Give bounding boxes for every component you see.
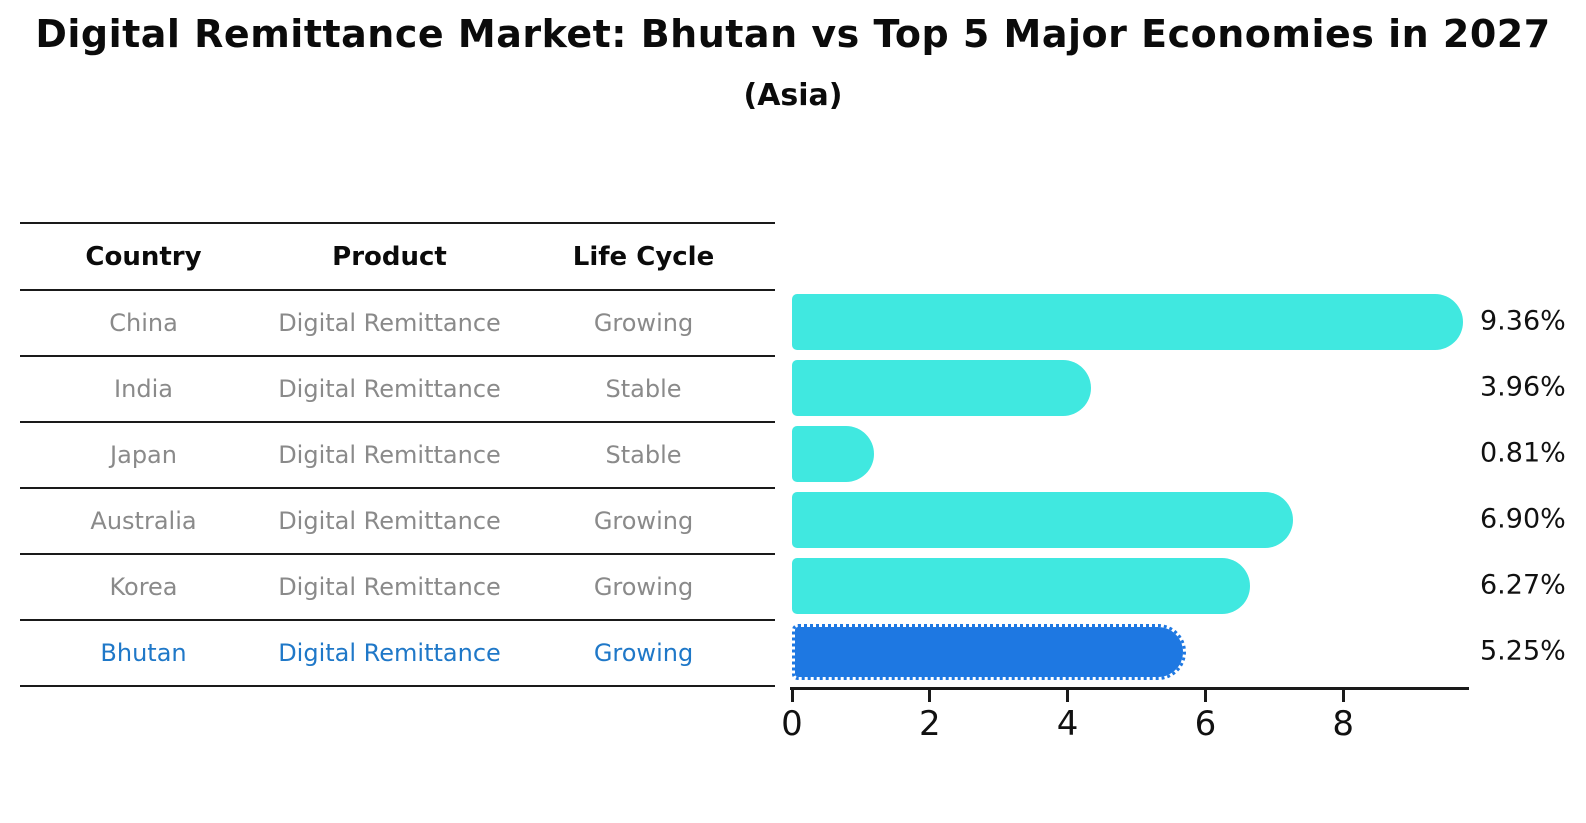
life-cycle-cell: Growing	[593, 507, 694, 535]
tick-mark	[1203, 687, 1207, 702]
bar-row-australia: 6.90%	[792, 492, 1586, 548]
country-cell: Bhutan	[100, 639, 187, 667]
life-cycle-cell: Growing	[593, 639, 694, 667]
country-cell: Korea	[109, 573, 178, 601]
tick-label: 2	[918, 704, 941, 744]
product-cell: Digital Remittance	[278, 441, 501, 469]
tick-mark	[1066, 687, 1070, 702]
country-cell: Australia	[90, 507, 197, 535]
chart-title: Digital Remittance Market: Bhutan vs Top…	[35, 12, 1551, 56]
value-label: 5.25%	[1480, 635, 1566, 667]
value-label: 3.96%	[1480, 371, 1566, 403]
x-axis-line	[790, 687, 1469, 690]
table-row: China Digital Remittance Growing	[20, 291, 775, 357]
country-cell: India	[114, 375, 173, 403]
bar-row-india: 3.96%	[792, 360, 1586, 416]
bar-row-japan: 0.81%	[792, 426, 1586, 482]
value-label: 0.81%	[1480, 437, 1566, 469]
country-cell: Japan	[110, 441, 177, 469]
column-header-product: Product	[332, 241, 447, 272]
bar-row-china: 9.36%	[792, 294, 1586, 350]
tick-label: 0	[781, 704, 803, 744]
life-cycle-cell: Stable	[605, 375, 682, 403]
bar-bhutan	[792, 624, 1186, 680]
bar-australia	[792, 492, 1294, 548]
tick-mark	[790, 687, 794, 702]
table-row: Korea Digital Remittance Growing	[20, 555, 775, 621]
product-cell: Digital Remittance	[278, 639, 501, 667]
bar-row-bhutan-highlighted: 5.25%	[792, 624, 1586, 680]
table-row: India Digital Remittance Stable	[20, 357, 775, 423]
life-cycle-cell: Stable	[605, 441, 682, 469]
value-label: 9.36%	[1480, 305, 1566, 337]
country-table: Country Product Life Cycle China Digital…	[20, 222, 775, 687]
column-header-life-cycle: Life Cycle	[572, 241, 715, 272]
bar-china	[792, 294, 1463, 350]
tick-mark	[928, 687, 932, 702]
bar-india	[792, 360, 1091, 416]
value-label: 6.90%	[1480, 503, 1566, 535]
chart-subtitle: (Asia)	[743, 78, 843, 113]
product-cell: Digital Remittance	[278, 375, 501, 403]
table-header-row: Country Product Life Cycle	[20, 224, 775, 291]
country-cell: China	[109, 309, 178, 337]
tick-label: 8	[1332, 704, 1355, 744]
tick-label: 6	[1194, 704, 1217, 744]
table-row: Australia Digital Remittance Growing	[20, 489, 775, 555]
product-cell: Digital Remittance	[278, 507, 501, 535]
bar-row-korea: 6.27%	[792, 558, 1586, 614]
value-label: 6.27%	[1480, 569, 1566, 601]
bar-korea	[792, 558, 1250, 614]
life-cycle-cell: Growing	[593, 573, 694, 601]
product-cell: Digital Remittance	[278, 309, 501, 337]
table-row: Japan Digital Remittance Stable	[20, 423, 775, 489]
tick-mark	[1341, 687, 1345, 702]
bar-chart: 9.36% 3.96% 0.81% 6.90% 6.27% 5.25% 0	[781, 222, 1586, 822]
product-cell: Digital Remittance	[278, 573, 501, 601]
tick-label: 4	[1056, 704, 1079, 744]
table-row-bhutan-highlighted: Bhutan Digital Remittance Growing	[20, 621, 775, 687]
bar-japan	[792, 426, 874, 482]
column-header-country: Country	[85, 241, 202, 272]
life-cycle-cell: Growing	[593, 309, 694, 337]
